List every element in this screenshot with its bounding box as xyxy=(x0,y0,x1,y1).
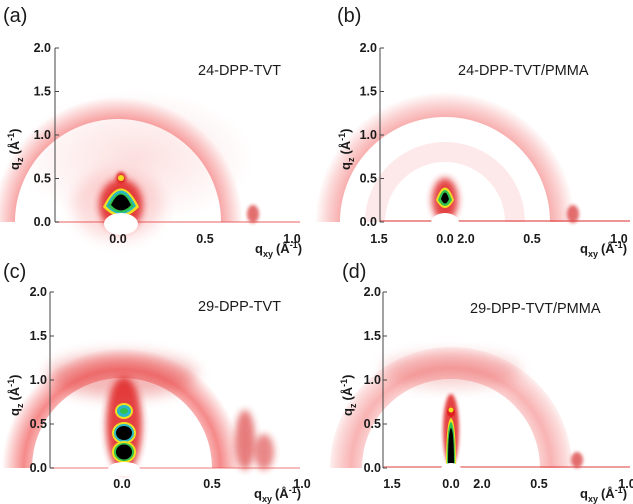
panel-b-x-tick-label: 0.0 xyxy=(436,232,453,246)
panel-a-y-tick-label: 1.5 xyxy=(34,85,51,99)
panel-a-y-tick-label: 0.5 xyxy=(34,172,51,186)
panel-b-y-tick-label: 1.5 xyxy=(360,85,377,99)
panel-d-title: 29-DPP-TVT/PMMA xyxy=(470,301,601,317)
panel-c-y-tick-label: 2.0 xyxy=(30,285,47,299)
panel-a-x-tick-label: 0.0 xyxy=(109,232,126,246)
panel-b-axes: 0.0 0.5 1.0 1.5 2.0 0.0 0.5 1.0 1.5 2.0 xyxy=(360,41,628,246)
panel-c-x-axis-title: qxy (Å-1) xyxy=(254,485,301,504)
panel-a-y-tick-label: 1.0 xyxy=(34,128,51,142)
panel-c-y-tick-label: 0.5 xyxy=(30,417,47,431)
panel-c-x-tick-label: 2.0 xyxy=(473,477,490,491)
panel-c-y-tick-label: 1.5 xyxy=(30,329,47,343)
panel-b-y-tick-label: 1.0 xyxy=(360,128,377,142)
panel-c-label: (c) xyxy=(3,261,26,283)
panel-b-title: 24-DPP-TVT/PMMA xyxy=(458,63,589,79)
panel-b-y-tick-label: 2.0 xyxy=(360,41,377,55)
panel-d-y-tick-label: 1.5 xyxy=(364,329,381,343)
panel-c-title: 29-DPP-TVT xyxy=(198,299,281,315)
panel-c-y-axis-title: qz(Å-1) xyxy=(6,374,25,416)
panel-d-pattern xyxy=(330,347,630,475)
panel-d-y-tick-label: 0.5 xyxy=(364,417,381,431)
panel-b: 0.0 0.5 1.0 1.5 2.0 0.0 0.5 1.0 1.5 2.0 xyxy=(312,41,630,246)
panel-a-y-tick-label: 2.0 xyxy=(34,41,51,55)
panel-c-x-tick-label: 0.0 xyxy=(113,477,130,491)
panel-d-x-axis-title: qxy (Å-1) xyxy=(580,485,627,504)
panel-d-axes: 0.0 0.5 1.0 1.5 2.0 0.0 0.5 1.0 1.5 2.0 xyxy=(364,285,633,491)
panel-b-x-tick-label: 0.5 xyxy=(523,232,540,246)
panel-c-y-tick-label: 0.0 xyxy=(30,461,47,475)
panel-d-label: (d) xyxy=(342,261,366,283)
panel-c-axes: 0.0 0.5 1.0 1.5 2.0 0.0 0.5 1.0 1.5 2.0 xyxy=(30,285,491,491)
panel-a-x-tick-label: 0.5 xyxy=(196,232,213,246)
panel-a-x-tick-label: 1.0 xyxy=(283,232,300,246)
panel-d: 0.0 0.5 1.0 1.5 2.0 0.0 0.5 1.0 1.5 2.0 xyxy=(330,285,633,491)
panel-a-axes: 0.0 0.5 1.0 1.5 2.0 0.0 0.5 1.0 1.5 2.0 xyxy=(34,41,475,246)
panel-a-title: 24-DPP-TVT xyxy=(198,63,281,79)
panel-c-y-tick-label: 1.0 xyxy=(30,373,47,387)
panel-d-x-tick-label: 1.0 xyxy=(618,477,633,491)
panel-c: 0.0 0.5 1.0 1.5 2.0 0.0 0.5 1.0 1.5 2.0 xyxy=(2,285,491,491)
panel-c-x-tick-label: 0.5 xyxy=(203,477,220,491)
panel-a-x-axis-title: qxy (Å-1) xyxy=(255,240,302,259)
panel-a-y-axis-title: qz(Å-1) xyxy=(6,128,25,170)
panel-b-x-tick-label: 1.0 xyxy=(610,232,627,246)
panel-c-pattern xyxy=(2,348,300,476)
panel-d-y-tick-label: 0.0 xyxy=(364,461,381,475)
panel-d-y-tick-label: 2.0 xyxy=(364,285,381,299)
panel-d-x-tick-label: 0.0 xyxy=(442,477,459,491)
panel-a-y-tick-label: 0.0 xyxy=(34,215,51,229)
panel-d-y-tick-label: 1.0 xyxy=(364,373,381,387)
panel-c-x-tick-label: 1.5 xyxy=(383,477,400,491)
panel-a-x-tick-label: 1.5 xyxy=(370,232,387,246)
panel-a: 0.0 0.5 1.0 1.5 2.0 0.0 0.5 1.0 1.5 2.0 xyxy=(0,41,475,246)
panel-b-y-tick-label: 0.5 xyxy=(360,172,377,186)
panel-b-y-axis-title: qz(Å-1) xyxy=(337,128,356,170)
panel-d-x-tick-label: 0.5 xyxy=(530,477,547,491)
panel-d-y-axis-title: qz(Å-1) xyxy=(339,374,358,416)
panel-b-y-tick-label: 0.0 xyxy=(360,215,377,229)
panel-b-pattern xyxy=(312,89,630,233)
panel-b-x-axis-title: qxy (Å-1) xyxy=(580,240,627,259)
panel-c-x-tick-label: 1.0 xyxy=(293,477,310,491)
panel-b-label: (b) xyxy=(337,5,361,27)
panel-a-x-tick-label: 2.0 xyxy=(457,232,474,246)
panel-a-label: (a) xyxy=(3,5,27,27)
